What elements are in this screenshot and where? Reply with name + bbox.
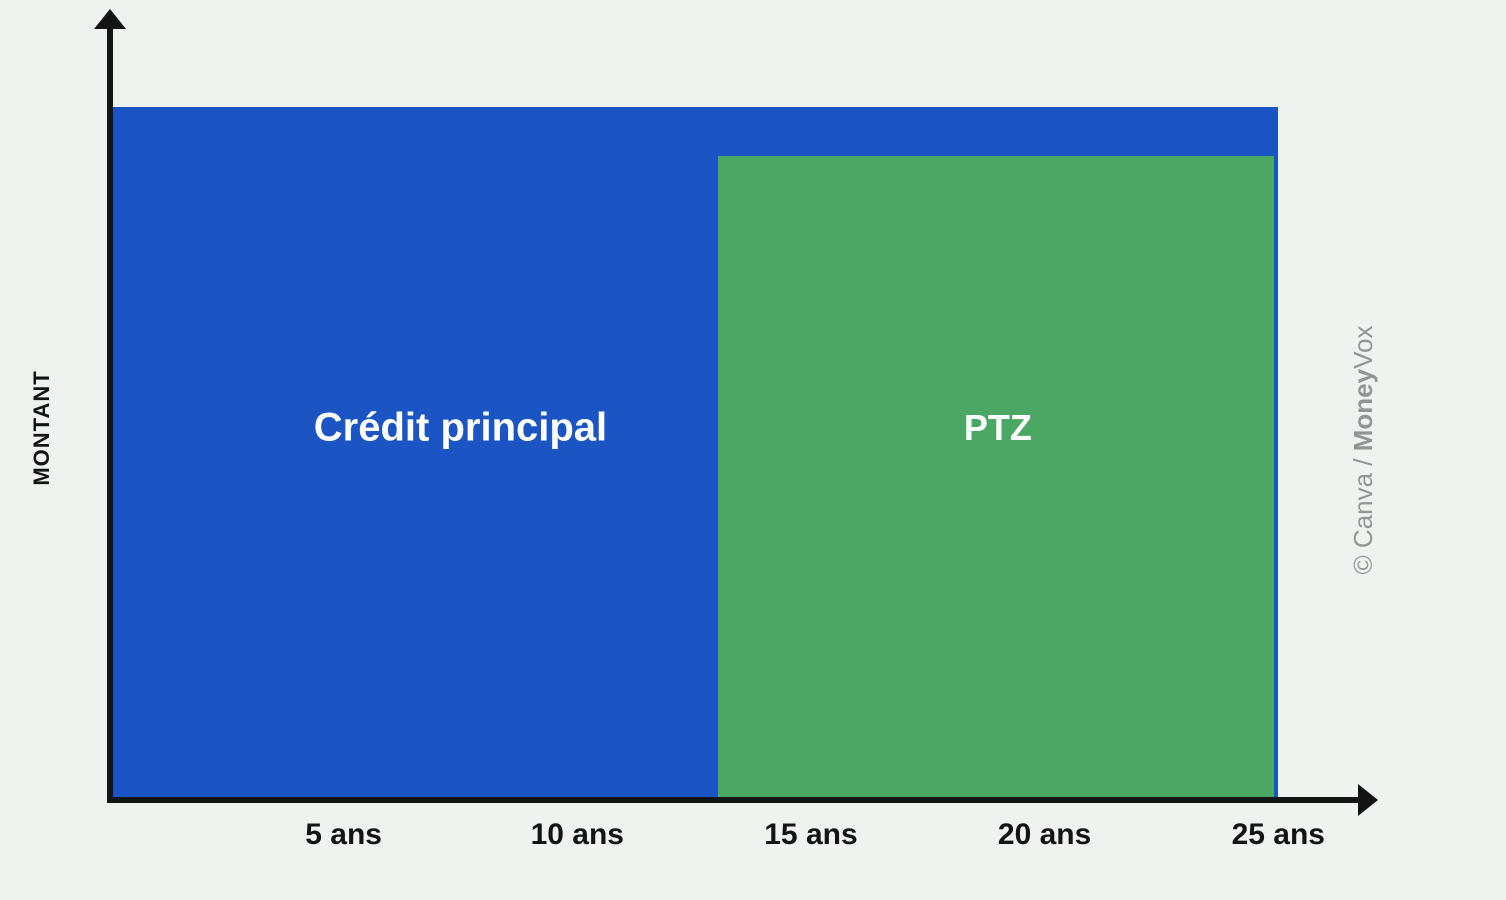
series-label-credit-principal: Crédit principal [314, 405, 607, 450]
x-tick-15: 15 ans [764, 818, 857, 852]
chart-canvas: Crédit principal PTZ MONTANT © Canva / Mo… [0, 0, 1506, 900]
x-axis-line [107, 797, 1360, 803]
credit-prefix: © Canva / [1348, 451, 1378, 574]
series-label-ptz: PTZ [964, 407, 1032, 449]
x-tick-10: 10 ans [531, 818, 624, 852]
x-axis-arrow [1358, 784, 1378, 816]
y-axis-arrow [94, 9, 126, 29]
y-axis-line [107, 25, 113, 803]
image-credit: © Canva / MoneyVox [1348, 326, 1379, 575]
series-ptz [718, 156, 1274, 800]
credit-brand-b: Vox [1348, 326, 1378, 369]
x-tick-5: 5 ans [305, 818, 382, 852]
credit-brand-a: Money [1348, 369, 1378, 451]
x-tick-20: 20 ans [998, 818, 1091, 852]
plot-area: Crédit principal PTZ [110, 55, 1325, 800]
x-tick-25: 25 ans [1232, 818, 1325, 852]
y-axis-label: MONTANT [29, 370, 55, 485]
